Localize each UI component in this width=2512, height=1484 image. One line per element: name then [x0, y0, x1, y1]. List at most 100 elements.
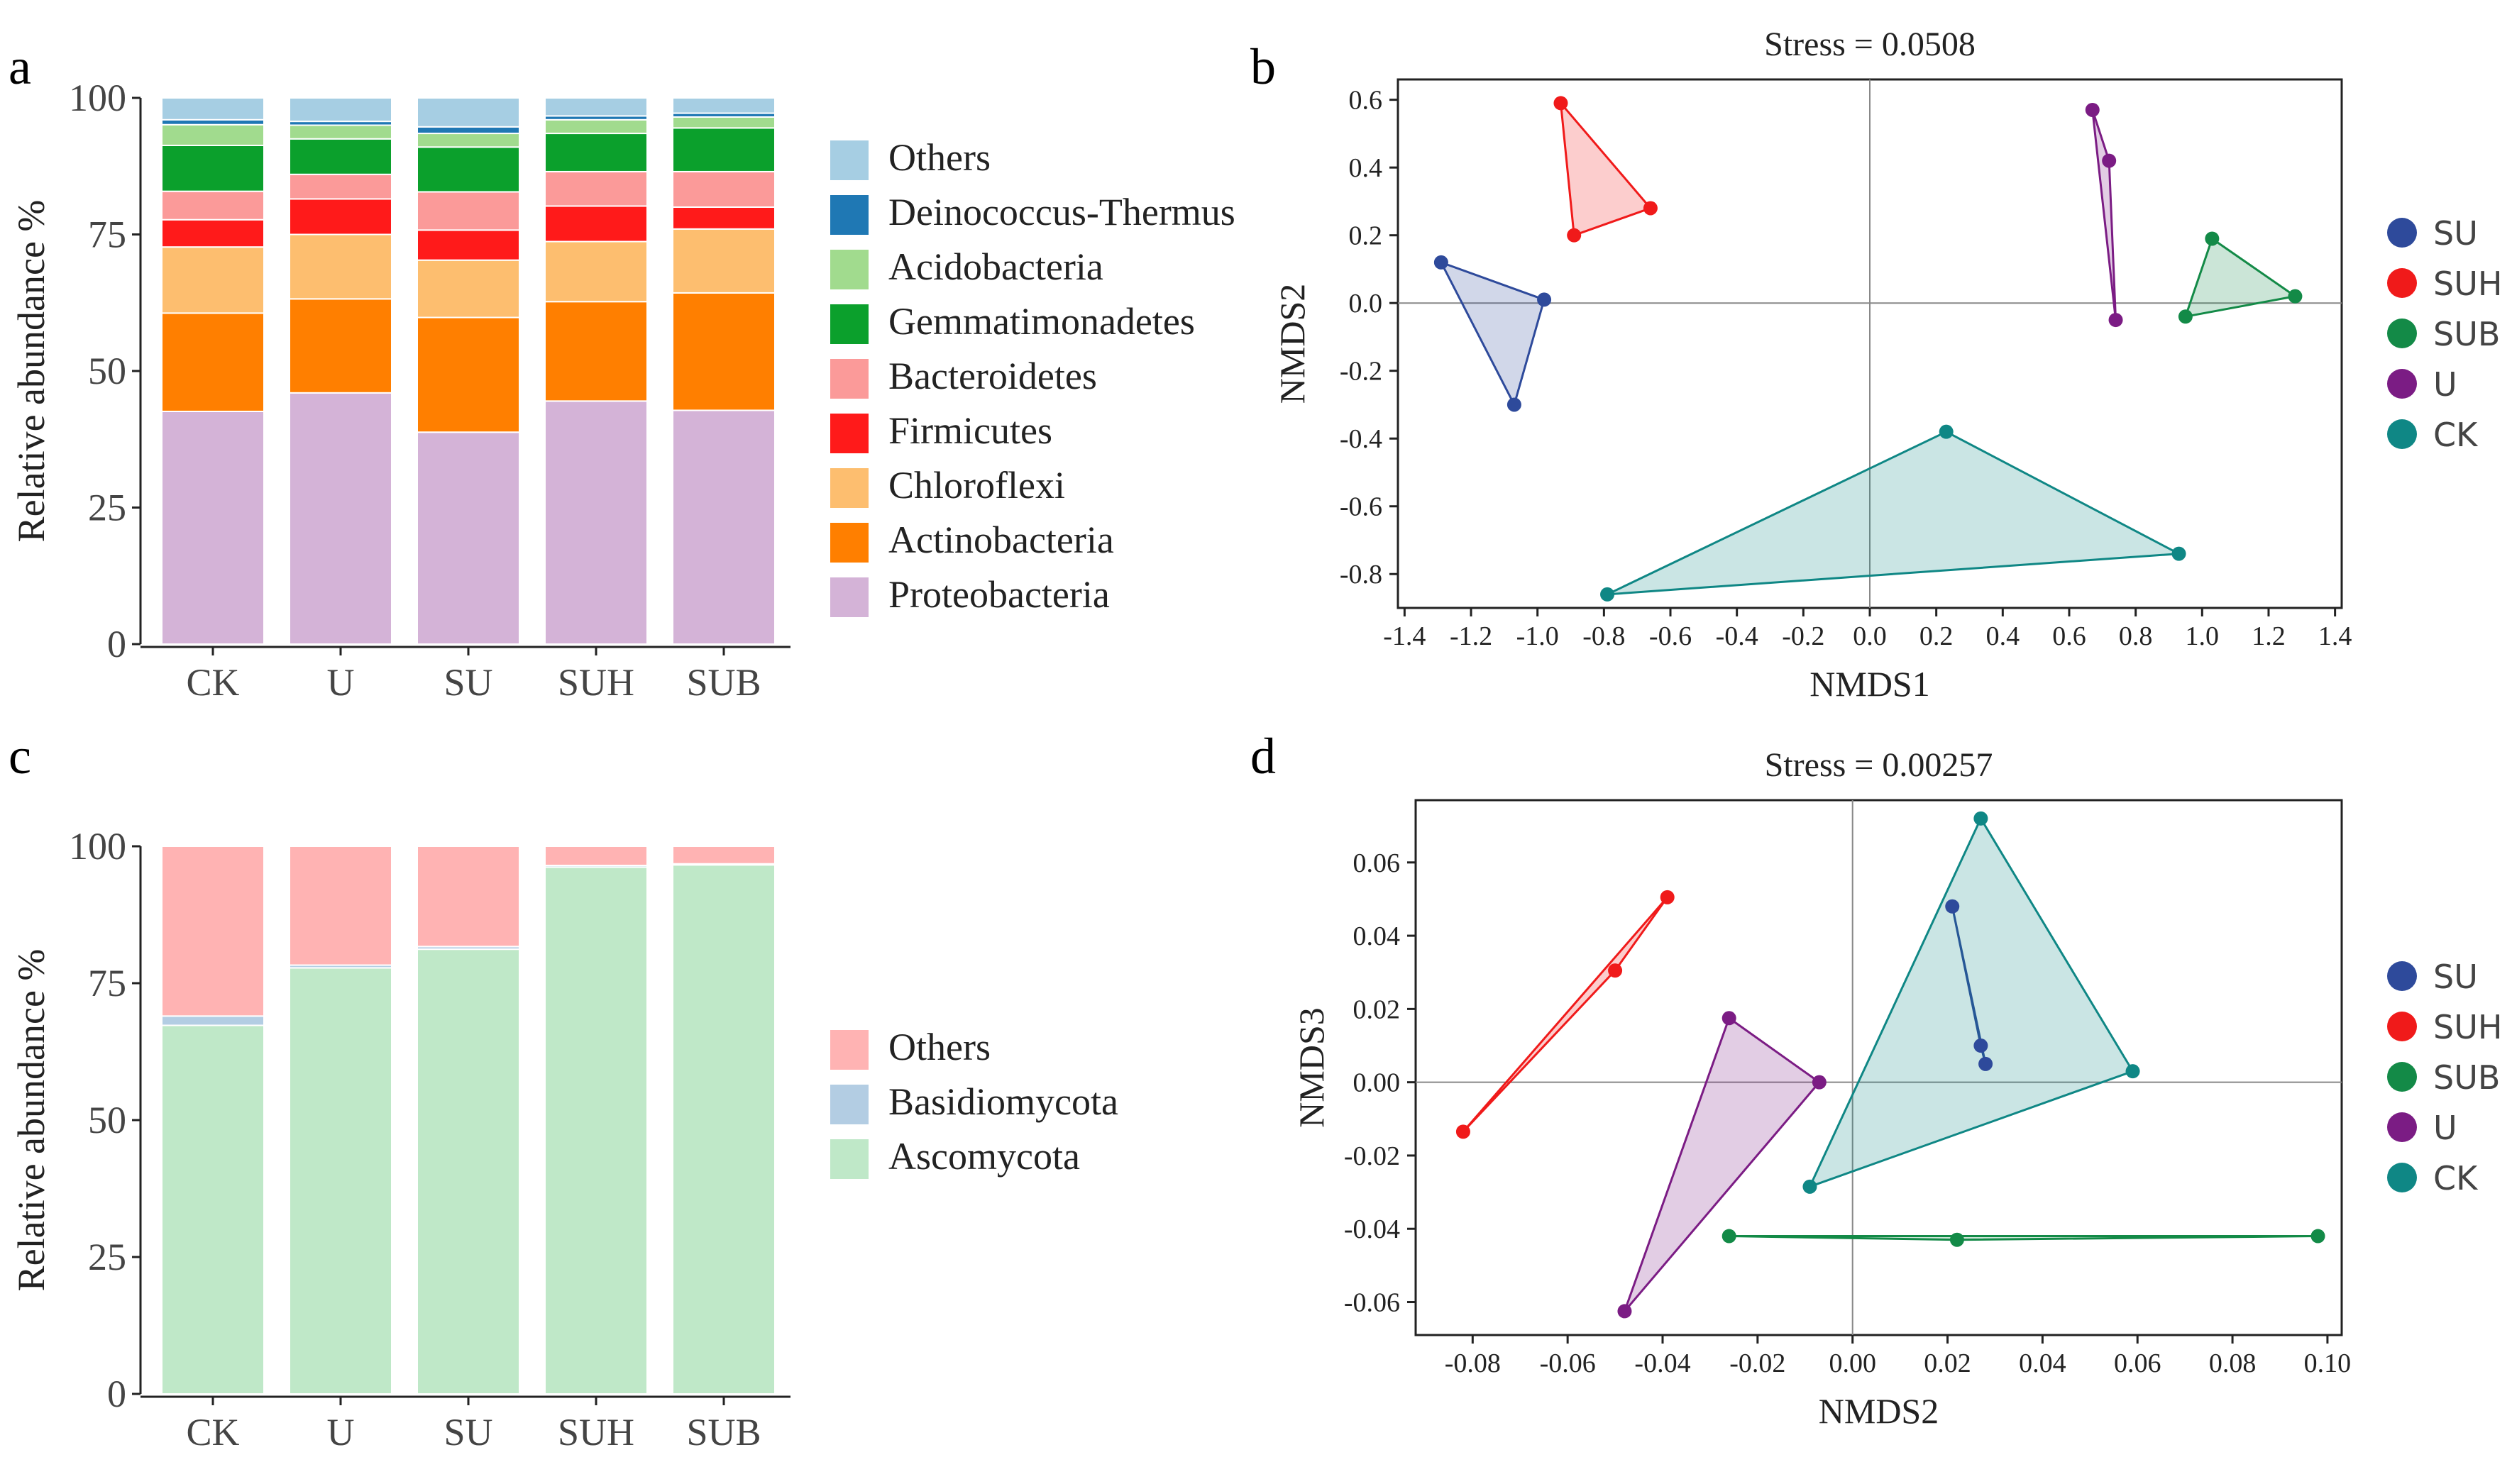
point-u-3 — [1617, 1304, 1632, 1319]
legend-label-u: U — [2433, 365, 2457, 404]
legend-marker-u — [2387, 369, 2417, 399]
point-sub-3 — [2310, 1229, 2325, 1244]
x-tick-label: SU — [444, 1411, 492, 1453]
legend-marker-sub — [2387, 1062, 2417, 1092]
bar-segment-others-sub — [672, 846, 776, 865]
legend-label-actinobacteria: Actinobacteria — [888, 519, 1114, 561]
y-tick-label: 25 — [88, 1236, 126, 1278]
point-sub-2 — [2288, 289, 2303, 304]
y-tick-label: 0.6 — [1349, 86, 1383, 116]
x-tick-label: 0.08 — [2209, 1349, 2257, 1378]
bar-segment-ascomycota-u — [289, 967, 392, 1395]
y-tick-label: -0.04 — [1344, 1214, 1400, 1244]
plot-title: Stress = 0.0508 — [1764, 26, 1976, 63]
legend-label-suh: SUH — [2433, 1008, 2502, 1046]
bar-segment-firmicutes-suh — [544, 205, 648, 243]
x-tick-label: 0.06 — [2114, 1349, 2161, 1378]
bar-segment-bacteroidetes-suh — [544, 170, 648, 207]
y-tick-label: 0.2 — [1349, 221, 1383, 251]
point-su-3 — [1506, 397, 1521, 412]
legend-marker-suh — [2387, 1012, 2417, 1041]
bar-segment-gemmatimonadetes-suh — [544, 133, 648, 172]
legend-marker-ck — [2387, 419, 2417, 449]
bar-segment-acidobacteria-u — [289, 124, 392, 140]
point-su-1 — [1945, 899, 1960, 914]
x-tick-label: -0.4 — [1716, 621, 1758, 651]
x-tick-label: 0.04 — [2019, 1349, 2066, 1378]
y-tick-label: -0.6 — [1340, 492, 1382, 522]
hull-sub — [1728, 1235, 2320, 1241]
x-tick-label: SUB — [686, 661, 761, 704]
x-tick-label: 1.2 — [2252, 621, 2286, 651]
legend-swatch-firmicutes — [830, 414, 869, 453]
legend-swatch-chloroflexi — [830, 468, 869, 508]
bar-segment-gemmatimonadetes-ck — [161, 144, 265, 192]
bar-segment-others-su — [417, 97, 520, 128]
bar-segment-deinococcus-thermus-su — [417, 126, 520, 135]
x-tick-label: CK — [186, 1411, 239, 1453]
point-ck-3 — [1600, 587, 1615, 602]
bar-segment-others-suh — [544, 846, 648, 867]
panel-label-d: d — [1250, 728, 1276, 785]
legend-label-gemmatimonadetes: Gemmatimonadetes — [888, 300, 1195, 343]
bar-segment-actinobacteria-suh — [544, 301, 648, 402]
bar-segment-ascomycota-sub — [672, 864, 776, 1395]
x-tick-label: -0.04 — [1634, 1349, 1690, 1378]
bar-segment-bacteroidetes-ck — [161, 190, 265, 221]
bar-segment-firmicutes-u — [289, 198, 392, 236]
point-suh-1 — [1660, 890, 1675, 904]
legend-swatch-deinococcus-thermus — [830, 195, 869, 235]
legend-swatch-basidiomycota — [830, 1085, 869, 1124]
bar-segment-firmicutes-ck — [161, 218, 265, 248]
bar-segment-bacteroidetes-su — [417, 191, 520, 231]
panel-c-bar-chart: CK U SU SUH SUB 0 25 50 75 100 Relative abundance … — [10, 825, 1118, 1453]
point-ck-3 — [1802, 1179, 1817, 1194]
y-tick-label: 0.06 — [1353, 848, 1401, 878]
bar-segment-ascomycota-suh — [544, 866, 648, 1395]
point-sub-1 — [1722, 1229, 1736, 1244]
legend-marker-su — [2387, 961, 2417, 991]
bar-segment-proteobacteria-sub — [672, 409, 776, 645]
hull-u — [2091, 109, 2117, 321]
legend-label-proteobacteria: Proteobacteria — [888, 573, 1110, 616]
x-tick-label: 0.8 — [2119, 621, 2153, 651]
legend-swatch-others — [830, 1030, 869, 1070]
point-su-2 — [1537, 292, 1552, 307]
bar-segment-gemmatimonadetes-u — [289, 138, 392, 175]
bar-segment-firmicutes-sub — [672, 206, 776, 230]
x-tick-label: -0.08 — [1445, 1349, 1501, 1378]
legend-label-firmicutes: Firmicutes — [888, 409, 1052, 452]
legend-label-u: U — [2433, 1109, 2457, 1147]
legend-swatch-bacteroidetes — [830, 359, 869, 399]
point-su-2 — [1973, 1039, 1988, 1053]
bar-segment-actinobacteria-su — [417, 316, 520, 433]
bar-segment-actinobacteria-sub — [672, 292, 776, 411]
point-suh-2 — [1608, 963, 1623, 978]
legend-swatch-proteobacteria — [830, 577, 869, 617]
bar-segment-actinobacteria-ck — [161, 312, 265, 412]
legend-swatch-actinobacteria — [830, 523, 869, 563]
hull-su — [1951, 905, 1987, 1065]
bar-segment-actinobacteria-u — [289, 298, 392, 394]
x-tick-label: 0.00 — [1829, 1349, 1876, 1378]
x-tick-label: 1.4 — [2318, 621, 2352, 651]
x-tick-label: SUB — [686, 1411, 761, 1453]
y-tick-label: 25 — [88, 487, 126, 529]
bar-segment-others-u — [289, 846, 392, 966]
bar-segment-ascomycota-su — [417, 948, 520, 1395]
legend-label-basidiomycota: Basidiomycota — [888, 1080, 1118, 1123]
point-ck-1 — [1939, 424, 1954, 439]
point-suh-1 — [1553, 96, 1568, 111]
y-axis-label: Relative abundance % — [10, 949, 53, 1292]
point-sub-2 — [1949, 1232, 1964, 1247]
bar-segment-chloroflexi-su — [417, 259, 520, 319]
y-tick-label: 75 — [88, 962, 126, 1004]
bar-segment-bacteroidetes-sub — [672, 170, 776, 208]
panel-d-nmds-plot: Stress = 0.00257 -0.08 -0.06 -0.04 -0.02 0.00… — [1291, 746, 2502, 1431]
legend-marker-ck — [2387, 1163, 2417, 1192]
bar-segment-deinococcus-thermus-ck — [161, 118, 265, 126]
y-tick-label: 50 — [88, 1099, 126, 1141]
x-tick-label: SUH — [558, 1411, 634, 1453]
bar-segment-others-sub — [672, 97, 776, 114]
bar-segment-proteobacteria-u — [289, 392, 392, 645]
